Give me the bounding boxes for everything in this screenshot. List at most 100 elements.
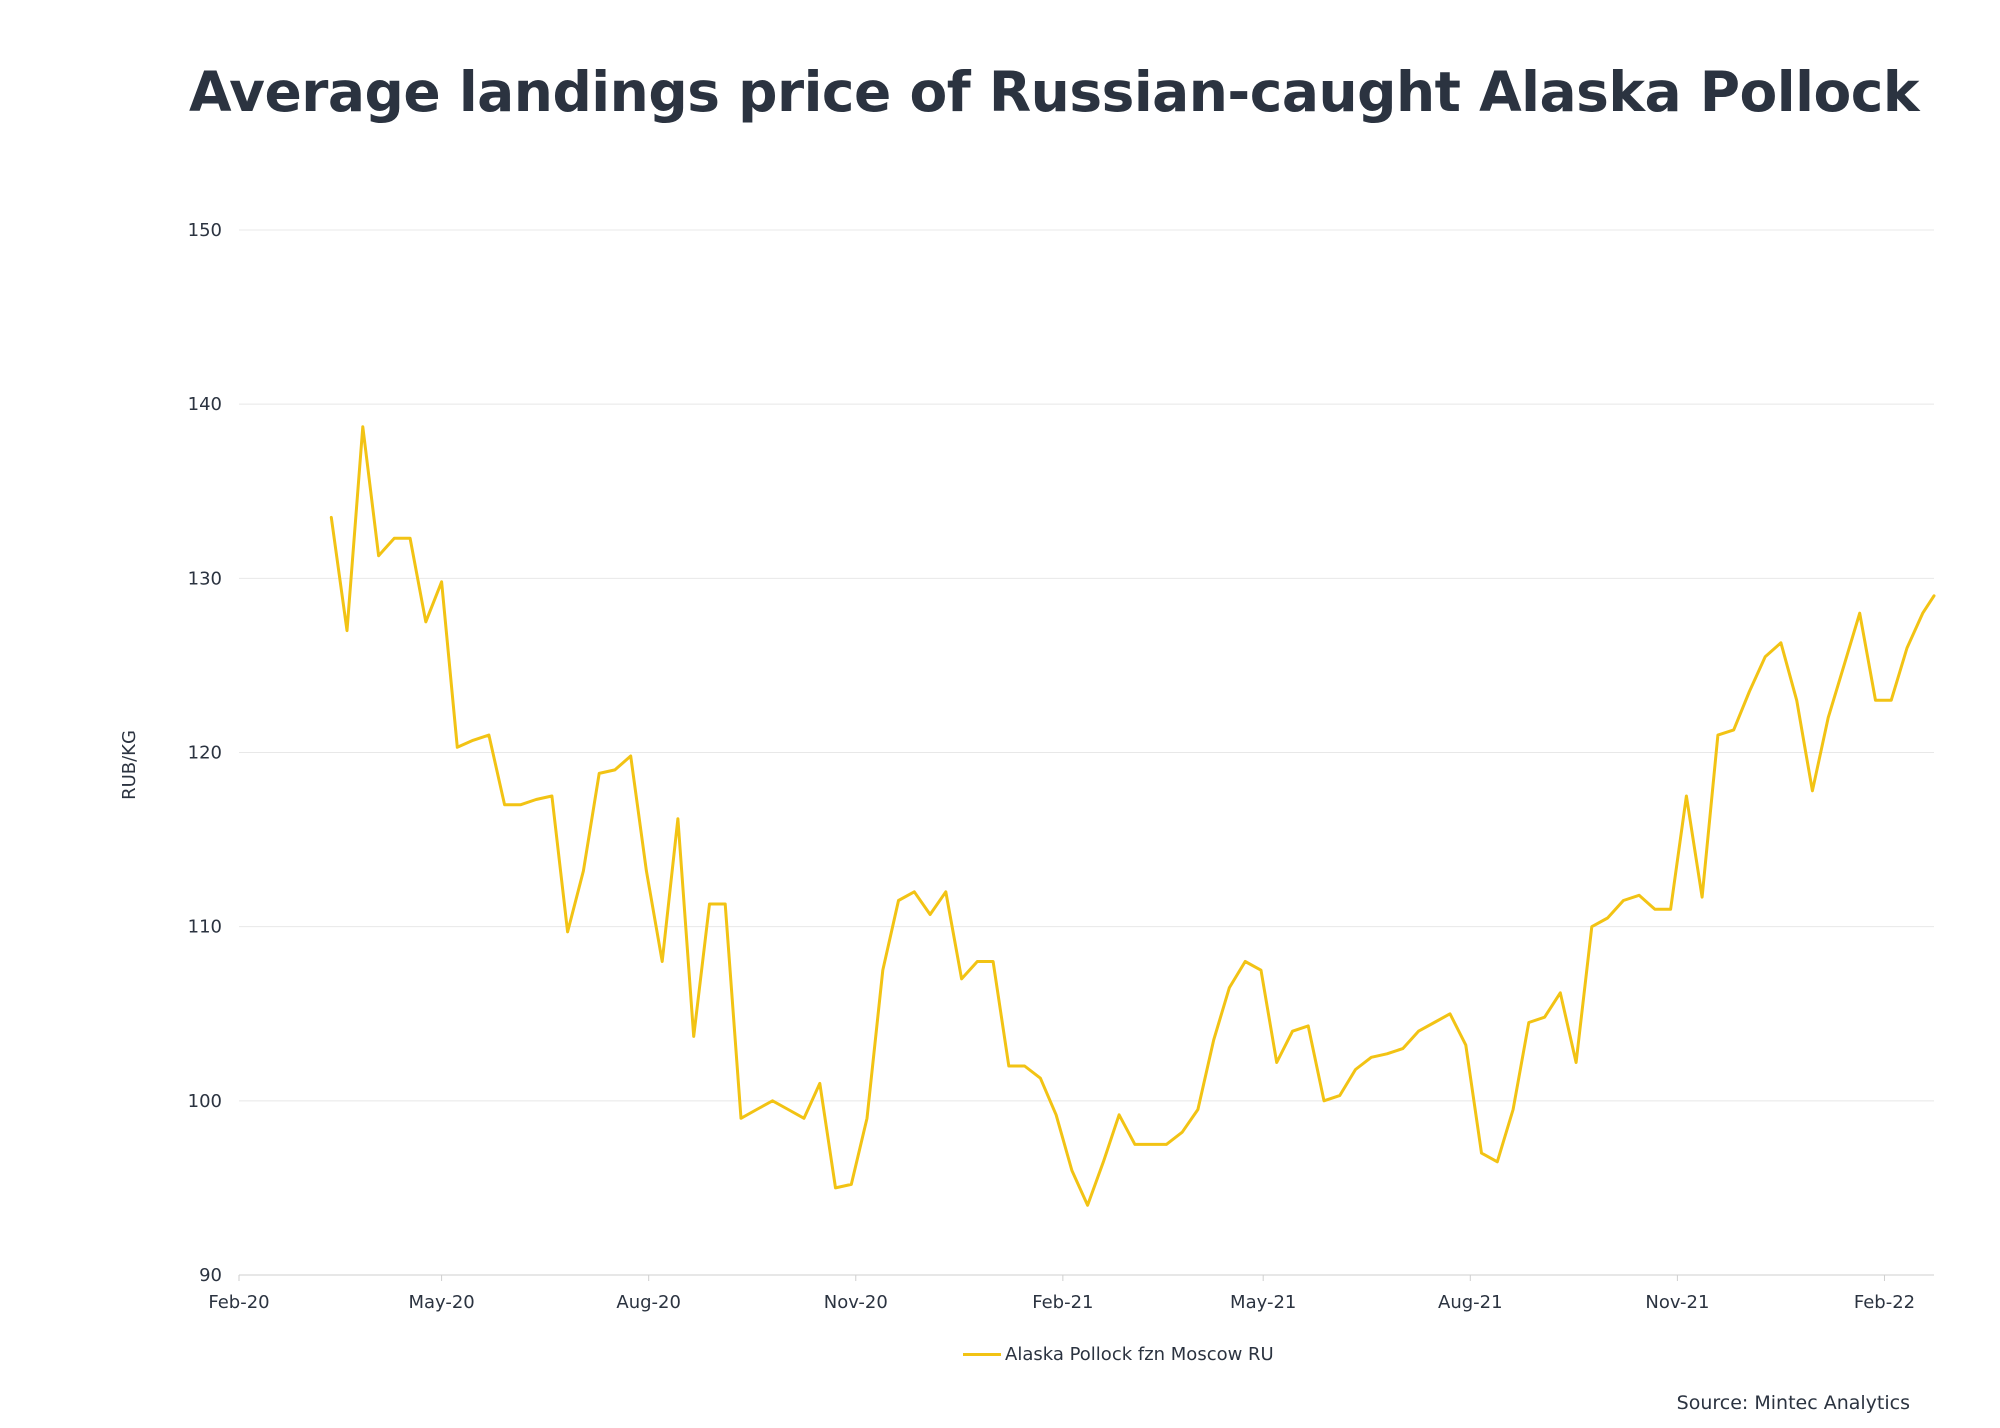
data-point (456, 746, 459, 749)
data-point (1827, 716, 1830, 719)
data-point (976, 960, 979, 963)
data-point (708, 903, 711, 906)
data-point (1118, 1113, 1121, 1116)
data-point (1228, 986, 1231, 989)
x-axis (238, 1275, 1885, 1281)
data-point (1748, 690, 1751, 693)
data-point (330, 516, 333, 519)
data-point (1933, 594, 1936, 597)
data-point (629, 755, 632, 758)
data-point (1007, 1065, 1010, 1068)
x-tick-label: May-21 (1230, 1292, 1296, 1313)
data-point (519, 803, 522, 806)
data-point (1417, 1030, 1420, 1033)
data-point (1669, 908, 1672, 911)
series-line-alaska-pollock (329, 425, 1936, 1207)
data-point (1196, 1108, 1199, 1111)
data-point (1244, 960, 1247, 963)
data-point (1685, 795, 1688, 798)
data-point (472, 739, 475, 742)
data-point (535, 798, 538, 801)
data-point (1181, 1131, 1184, 1134)
data-point (1165, 1143, 1168, 1146)
data-point (913, 890, 916, 893)
data-point (1921, 612, 1924, 615)
data-point (1858, 612, 1861, 615)
data-point (1496, 1160, 1499, 1163)
data-point (866, 1117, 869, 1120)
y-tick-label: 150 (188, 220, 222, 241)
data-point (1370, 1056, 1373, 1059)
data-point (1260, 969, 1263, 972)
data-point (1716, 734, 1719, 737)
chart-title: Average landings price of Russian-caught… (189, 60, 1919, 124)
x-tick-label: Feb-20 (208, 1292, 269, 1313)
data-point (1906, 647, 1909, 650)
data-point (1102, 1160, 1105, 1163)
data-point (487, 734, 490, 737)
data-point (1732, 728, 1735, 731)
data-point (1559, 991, 1562, 994)
data-point (771, 1099, 774, 1102)
y-axis-label: RUB/KG (119, 730, 140, 800)
data-point (755, 1108, 758, 1111)
data-point (1023, 1065, 1026, 1068)
data-point (1386, 1052, 1389, 1055)
data-point (740, 1117, 743, 1120)
data-point (960, 977, 963, 980)
data-point (440, 580, 443, 583)
data-point (1070, 1169, 1073, 1172)
data-point (1133, 1143, 1136, 1146)
data-point (850, 1183, 853, 1186)
data-point (582, 869, 585, 872)
data-point (503, 803, 506, 806)
data-point (1543, 1016, 1546, 1019)
x-tick-label: Nov-21 (1645, 1292, 1709, 1313)
data-point (881, 969, 884, 972)
data-point (1212, 1038, 1215, 1041)
data-point (409, 537, 412, 540)
data-point (1575, 1061, 1578, 1064)
series-layer (329, 425, 1936, 1207)
data-point (645, 869, 648, 872)
data-point (1890, 699, 1893, 702)
data-point (1291, 1030, 1294, 1033)
y-tick-label: 120 (188, 743, 222, 764)
data-point (1307, 1024, 1310, 1027)
data-point (1433, 1021, 1436, 1024)
data-point (1874, 699, 1877, 702)
data-point (1039, 1077, 1042, 1080)
data-point (1275, 1061, 1278, 1064)
data-point (1449, 1012, 1452, 1015)
data-point (787, 1108, 790, 1111)
legend-swatch (963, 1353, 1001, 1356)
y-tick-label: 110 (188, 917, 222, 938)
data-point (598, 772, 601, 775)
data-point (897, 899, 900, 902)
data-point (724, 903, 727, 906)
x-tick-label: Feb-22 (1854, 1292, 1915, 1313)
data-point (346, 629, 349, 632)
data-point (1764, 655, 1767, 658)
x-tick-label: Nov-20 (824, 1292, 888, 1313)
data-point (1464, 1044, 1467, 1047)
legend-label: Alaska Pollock fzn Moscow RU (1005, 1344, 1274, 1365)
y-tick-label: 100 (188, 1091, 222, 1112)
data-point (1590, 925, 1593, 928)
legend: Alaska Pollock fzn Moscow RU (963, 1344, 1274, 1365)
data-point (818, 1082, 821, 1085)
data-point (1795, 699, 1798, 702)
data-point (377, 554, 380, 557)
x-axis-labels: Feb-20 May-20 Aug-20 Nov-20 Feb-21 May-21 Aug-… (208, 1292, 1915, 1313)
data-point (661, 960, 664, 963)
x-tick-label: May-20 (408, 1292, 474, 1313)
data-point (1843, 664, 1846, 667)
x-tick-label: Aug-20 (616, 1292, 681, 1313)
data-point (1149, 1143, 1152, 1146)
y-tick-label: 90 (199, 1265, 222, 1286)
data-point (992, 960, 995, 963)
y-tick-label: 140 (188, 394, 222, 415)
data-point (803, 1117, 806, 1120)
x-tick-label: Feb-21 (1032, 1292, 1093, 1313)
